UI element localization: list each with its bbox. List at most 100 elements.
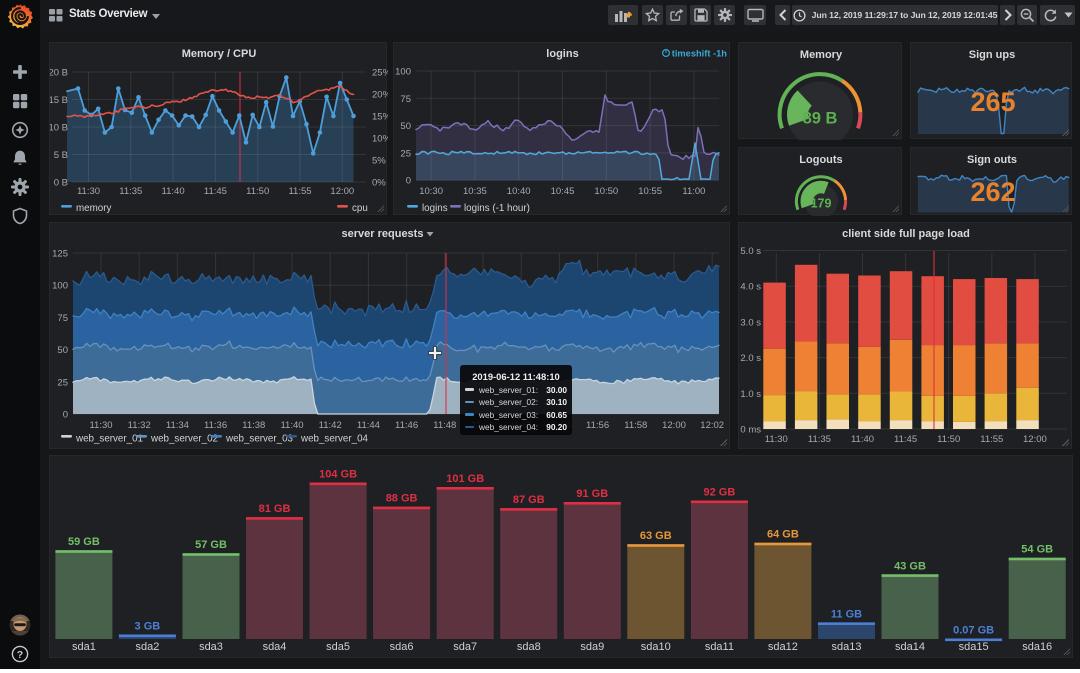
svg-text:11:36: 11:36 (204, 420, 227, 431)
svg-text:11:00: 11:00 (682, 186, 705, 197)
svg-text:5.0 s: 5.0 s (740, 246, 761, 257)
svg-text:10:55: 10:55 (638, 186, 662, 197)
svg-text:87 GB: 87 GB (513, 494, 545, 506)
svg-text:10 B: 10 B (50, 123, 68, 134)
svg-text:10:50: 10:50 (594, 186, 618, 197)
svg-text:Logouts: Logouts (799, 154, 842, 166)
svg-text:sda5: sda5 (326, 641, 350, 653)
svg-text:20 B: 20 B (50, 68, 68, 79)
svg-text:1.0 s: 1.0 s (740, 389, 761, 400)
svg-text:sda8: sda8 (517, 641, 541, 653)
svg-text:web_server_02: web_server_02 (150, 434, 218, 445)
svg-text:91 GB: 91 GB (576, 488, 608, 500)
svg-text:63 GB: 63 GB (640, 530, 672, 542)
svg-text:sda13: sda13 (832, 641, 862, 653)
svg-text:25%: 25% (372, 68, 388, 79)
svg-text:4.0 s: 4.0 s (740, 282, 761, 293)
svg-text:262: 262 (970, 177, 1015, 207)
svg-text:101 GB: 101 GB (446, 473, 484, 485)
svg-text:11:40: 11:40 (162, 186, 185, 197)
svg-text:11:35: 11:35 (808, 434, 831, 445)
svg-text:11:50: 11:50 (937, 434, 960, 445)
svg-text:12:02: 12:02 (700, 420, 724, 431)
svg-text:265: 265 (970, 87, 1015, 117)
svg-text:11 GB: 11 GB (831, 608, 862, 620)
svg-text:64 GB: 64 GB (767, 529, 799, 541)
svg-text:100: 100 (52, 281, 68, 292)
svg-text:client side full page load: client side full page load (842, 228, 970, 240)
svg-text:logins (-1 hour): logins (-1 hour) (464, 203, 530, 214)
svg-text:sda6: sda6 (390, 641, 414, 653)
svg-text:75: 75 (400, 94, 411, 105)
svg-text:81 GB: 81 GB (259, 503, 291, 515)
svg-text:web_server_03: web_server_03 (225, 434, 294, 445)
svg-text:11:50: 11:50 (246, 186, 269, 197)
svg-text:5 B: 5 B (54, 150, 68, 161)
svg-text:125: 125 (52, 249, 68, 260)
svg-text:logins: logins (422, 203, 448, 214)
svg-text:43 GB: 43 GB (894, 560, 926, 572)
svg-text:11:46: 11:46 (395, 420, 418, 431)
svg-text:54 GB: 54 GB (1021, 544, 1053, 556)
svg-text:10:45: 10:45 (551, 186, 575, 197)
svg-text:server requests: server requests (342, 228, 424, 240)
svg-text:25: 25 (400, 148, 411, 159)
svg-text:10%: 10% (372, 134, 388, 145)
svg-text:3 GB: 3 GB (135, 621, 161, 633)
svg-text:12:00: 12:00 (1023, 434, 1047, 445)
svg-text:11:48: 11:48 (433, 420, 456, 431)
svg-text:11:45: 11:45 (894, 434, 917, 445)
svg-text:sda14: sda14 (895, 641, 925, 653)
svg-text:sda15: sda15 (959, 641, 989, 653)
svg-text:logins: logins (546, 48, 578, 60)
svg-text:Sign outs: Sign outs (967, 154, 1017, 166)
svg-text:web_server_01: web_server_01 (75, 434, 143, 445)
svg-text:11:58: 11:58 (624, 420, 647, 431)
svg-text:11:55: 11:55 (980, 434, 1003, 445)
svg-text:0: 0 (63, 410, 68, 421)
svg-text:11:44: 11:44 (357, 420, 380, 431)
svg-text:10:40: 10:40 (507, 186, 531, 197)
svg-text:57 GB: 57 GB (195, 539, 227, 551)
svg-text:0: 0 (406, 176, 411, 187)
svg-text:sda7: sda7 (453, 641, 477, 653)
svg-text:sda3: sda3 (199, 641, 223, 653)
svg-text:5%: 5% (372, 156, 386, 167)
svg-text:sda10: sda10 (641, 641, 671, 653)
svg-text:11:45: 11:45 (204, 186, 227, 197)
svg-text:25: 25 (57, 377, 68, 388)
svg-text:11:35: 11:35 (119, 186, 142, 197)
svg-text:104 GB: 104 GB (319, 469, 357, 481)
svg-text:12:00: 12:00 (662, 420, 686, 431)
svg-text:0 B: 0 B (54, 178, 68, 189)
svg-text:59 GB: 59 GB (68, 536, 100, 548)
svg-text:Sign ups: Sign ups (969, 49, 1015, 61)
svg-text:0 ms: 0 ms (740, 425, 761, 436)
svg-text:50: 50 (400, 121, 411, 132)
svg-text:0%: 0% (372, 178, 386, 189)
svg-text:89 B: 89 B (803, 110, 838, 128)
svg-text:15%: 15% (372, 112, 388, 123)
svg-text:Memory: Memory (800, 49, 843, 61)
svg-text:10:35: 10:35 (463, 186, 487, 197)
svg-text:timeshift -1h: timeshift -1h (672, 49, 728, 59)
svg-text:11:30: 11:30 (89, 420, 112, 431)
svg-text:11:40: 11:40 (851, 434, 874, 445)
svg-text:75: 75 (57, 313, 68, 324)
svg-text:11:38: 11:38 (242, 420, 265, 431)
svg-text:11:55: 11:55 (288, 186, 311, 197)
svg-text:11:34: 11:34 (166, 420, 189, 431)
svg-text:web_server_04: web_server_04 (300, 434, 369, 445)
svg-text:12:00: 12:00 (330, 186, 354, 197)
svg-text:50: 50 (57, 345, 68, 356)
svg-text:11:30: 11:30 (77, 186, 100, 197)
svg-text:2.0 s: 2.0 s (740, 353, 761, 364)
svg-text:20%: 20% (372, 90, 388, 101)
svg-text:sda12: sda12 (768, 641, 798, 653)
svg-text:sda4: sda4 (263, 641, 287, 653)
svg-text:11:32: 11:32 (128, 420, 151, 431)
svg-text:179: 179 (811, 196, 832, 210)
svg-text:sda9: sda9 (580, 641, 604, 653)
svg-text:88 GB: 88 GB (386, 493, 418, 505)
svg-text:sda1: sda1 (72, 641, 96, 653)
